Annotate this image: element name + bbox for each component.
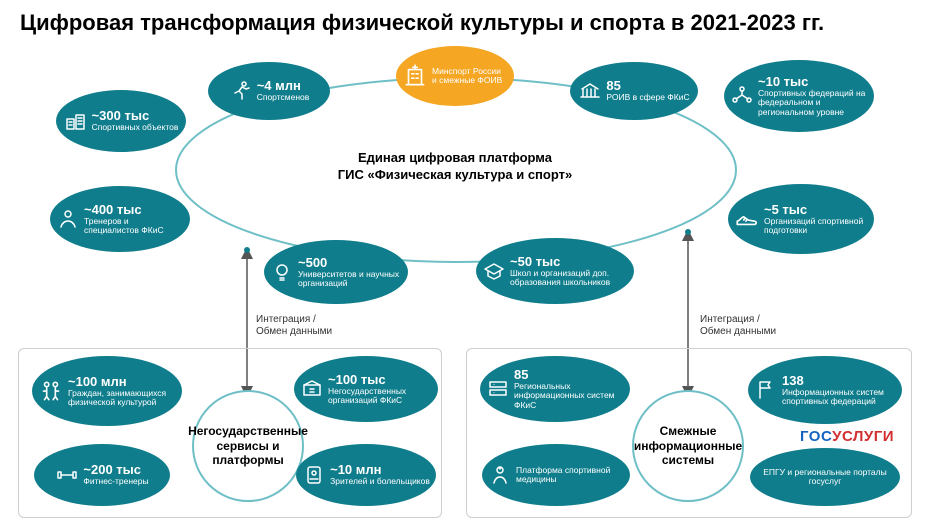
bubble-bl_fitness-label: Фитнес-тренеры [83, 477, 148, 486]
bubble-br_ris-num: 85 [514, 368, 528, 382]
center-line2: ГИС «Физическая культура и спорт» [320, 167, 590, 184]
bubble-br_ris: 85Региональных информационных систем ФКи… [480, 356, 630, 422]
dumbbell-icon [55, 463, 79, 487]
bubble-bl_citizens: ~100 млнГраждан, занимающихся физической… [32, 356, 182, 426]
bubble-bl_ngo: ~100 тысНегосударственных организаций ФК… [294, 356, 438, 422]
bubble-bl_viewers-num: ~10 млн [330, 463, 381, 477]
bubble-t_sport_obj-num: ~300 тыс [92, 109, 150, 123]
center-platform-label: Единая цифровая платформа ГИС «Физическа… [320, 150, 590, 184]
gos-part1: ГОС [800, 428, 832, 445]
bubble-br_138-num: 138 [782, 374, 804, 388]
gosuslugi-logo: ГОСУСЛУГИ [800, 428, 894, 445]
bubble-t_fed-label: Спортивных федераций на федеральном и ре… [758, 89, 868, 117]
hub-left-l2: сервисы и [188, 439, 308, 453]
hub-left-l1: Негосударственные [188, 424, 308, 438]
hub-nongov: Негосударственные сервисы и платформы [192, 390, 304, 502]
flag-icon [754, 378, 778, 402]
bubble-br_epgu: ЕПГУ и региональные порталы госуслуг [750, 448, 900, 506]
bubble-t_roiv-num: 85 [606, 79, 620, 93]
bubble-t_athletes-label: Спортсменов [257, 93, 310, 102]
hub-right-l3: системы [634, 453, 742, 467]
bubble-t_fed: ~10 тысСпортивных федераций на федеральн… [724, 60, 874, 132]
bubble-m_trainers-label: Тренеров и специалистов ФКиС [84, 217, 184, 236]
gym-icon [300, 377, 324, 401]
bubble-br_med: Платформа спортивной медицины [482, 444, 630, 506]
bubble-t_fed-num: ~10 тыс [758, 75, 808, 89]
bubble-t_sport_obj-label: Спортивных объектов [92, 123, 179, 132]
badge-icon [302, 463, 326, 487]
page-title: Цифровая трансформация физической культу… [20, 10, 908, 36]
server-icon [486, 377, 510, 401]
bubble-m_orgprep: ~5 тысОрганизаций спортивной подготовки [728, 184, 874, 254]
bubble-bl_ngo-label: Негосударственных организаций ФКиС [328, 387, 432, 406]
bubble-bl_fitness: ~200 тысФитнес-тренеры [34, 444, 170, 506]
school-icon [482, 259, 506, 283]
hub-left-l3: платформы [188, 453, 308, 467]
bubble-m_schools: ~50 тысШкол и организаций доп. образован… [476, 238, 634, 304]
bubble-bl_citizens-label: Граждан, занимающихся физической культур… [68, 389, 176, 408]
bubble-top_orange: Минспорт России и смежные ФОИВ [396, 46, 514, 106]
bubble-m_trainers: ~400 тысТренеров и специалистов ФКиС [50, 186, 190, 252]
bubble-t_roiv: 85РОИВ в сфере ФКиС [570, 62, 698, 120]
bubble-t_athletes-num: ~4 млн [257, 79, 301, 93]
bubble-br_138-label: Информационных систем спортивных федерац… [782, 388, 896, 407]
bubble-br_ris-label: Региональных информационных систем ФКиС [514, 382, 624, 410]
center-line1: Единая цифровая платформа [320, 150, 590, 167]
bubble-t_athletes: ~4 млнСпортсменов [208, 62, 330, 120]
bubble-top_orange-label: Минспорт России и смежные ФОИВ [432, 67, 508, 86]
idea-icon [270, 260, 294, 284]
hub-right-l2: информационные [634, 439, 742, 453]
person-icon [56, 207, 80, 231]
bubble-bl_fitness-num: ~200 тыс [83, 463, 141, 477]
bubble-m_univ-num: ~500 [298, 256, 327, 270]
people-icon [38, 378, 64, 404]
bubble-m_orgprep-num: ~5 тыс [764, 203, 807, 217]
bubble-m_univ-label: Университетов и научных организаций [298, 270, 402, 289]
bubble-bl_ngo-num: ~100 тыс [328, 373, 386, 387]
bubble-br_med-label: Платформа спортивной медицины [516, 466, 624, 485]
buildings-icon [64, 109, 88, 133]
bubble-bl_viewers: ~10 млнЗрителей и болельщиков [296, 444, 436, 506]
bubble-bl_citizens-num: ~100 млн [68, 375, 127, 389]
hub-adjacent: Смежные информационные системы [632, 390, 744, 502]
shoe-icon [734, 206, 760, 232]
bubble-br_epgu-label: ЕПГУ и региональные порталы госуслуг [756, 468, 894, 487]
bubble-br_138: 138Информационных систем спортивных феде… [748, 356, 902, 424]
bubble-m_orgprep-label: Организаций спортивной подготовки [764, 217, 868, 236]
bubble-t_roiv-label: РОИВ в сфере ФКиС [606, 93, 689, 102]
building-icon [402, 63, 428, 89]
gos-part2: УСЛУГИ [832, 428, 894, 445]
bubble-m_schools-num: ~50 тыс [510, 255, 560, 269]
arrow-label-left: Интеграция / Обмен данными [256, 314, 332, 338]
runner-icon [229, 79, 253, 103]
bubble-m_schools-label: Школ и организаций доп. образования школ… [510, 269, 628, 288]
bubble-m_univ: ~500Университетов и научных организаций [264, 240, 408, 304]
bubble-bl_viewers-label: Зрителей и болельщиков [330, 477, 430, 486]
arrow-label-right: Интеграция / Обмен данными [700, 314, 776, 338]
bubble-m_trainers-num: ~400 тыс [84, 203, 142, 217]
gov-icon [578, 79, 602, 103]
hub-right-l1: Смежные [634, 424, 742, 438]
bubble-t_sport_obj: ~300 тысСпортивных объектов [56, 90, 186, 152]
medic-icon [488, 463, 512, 487]
network-icon [730, 84, 754, 108]
